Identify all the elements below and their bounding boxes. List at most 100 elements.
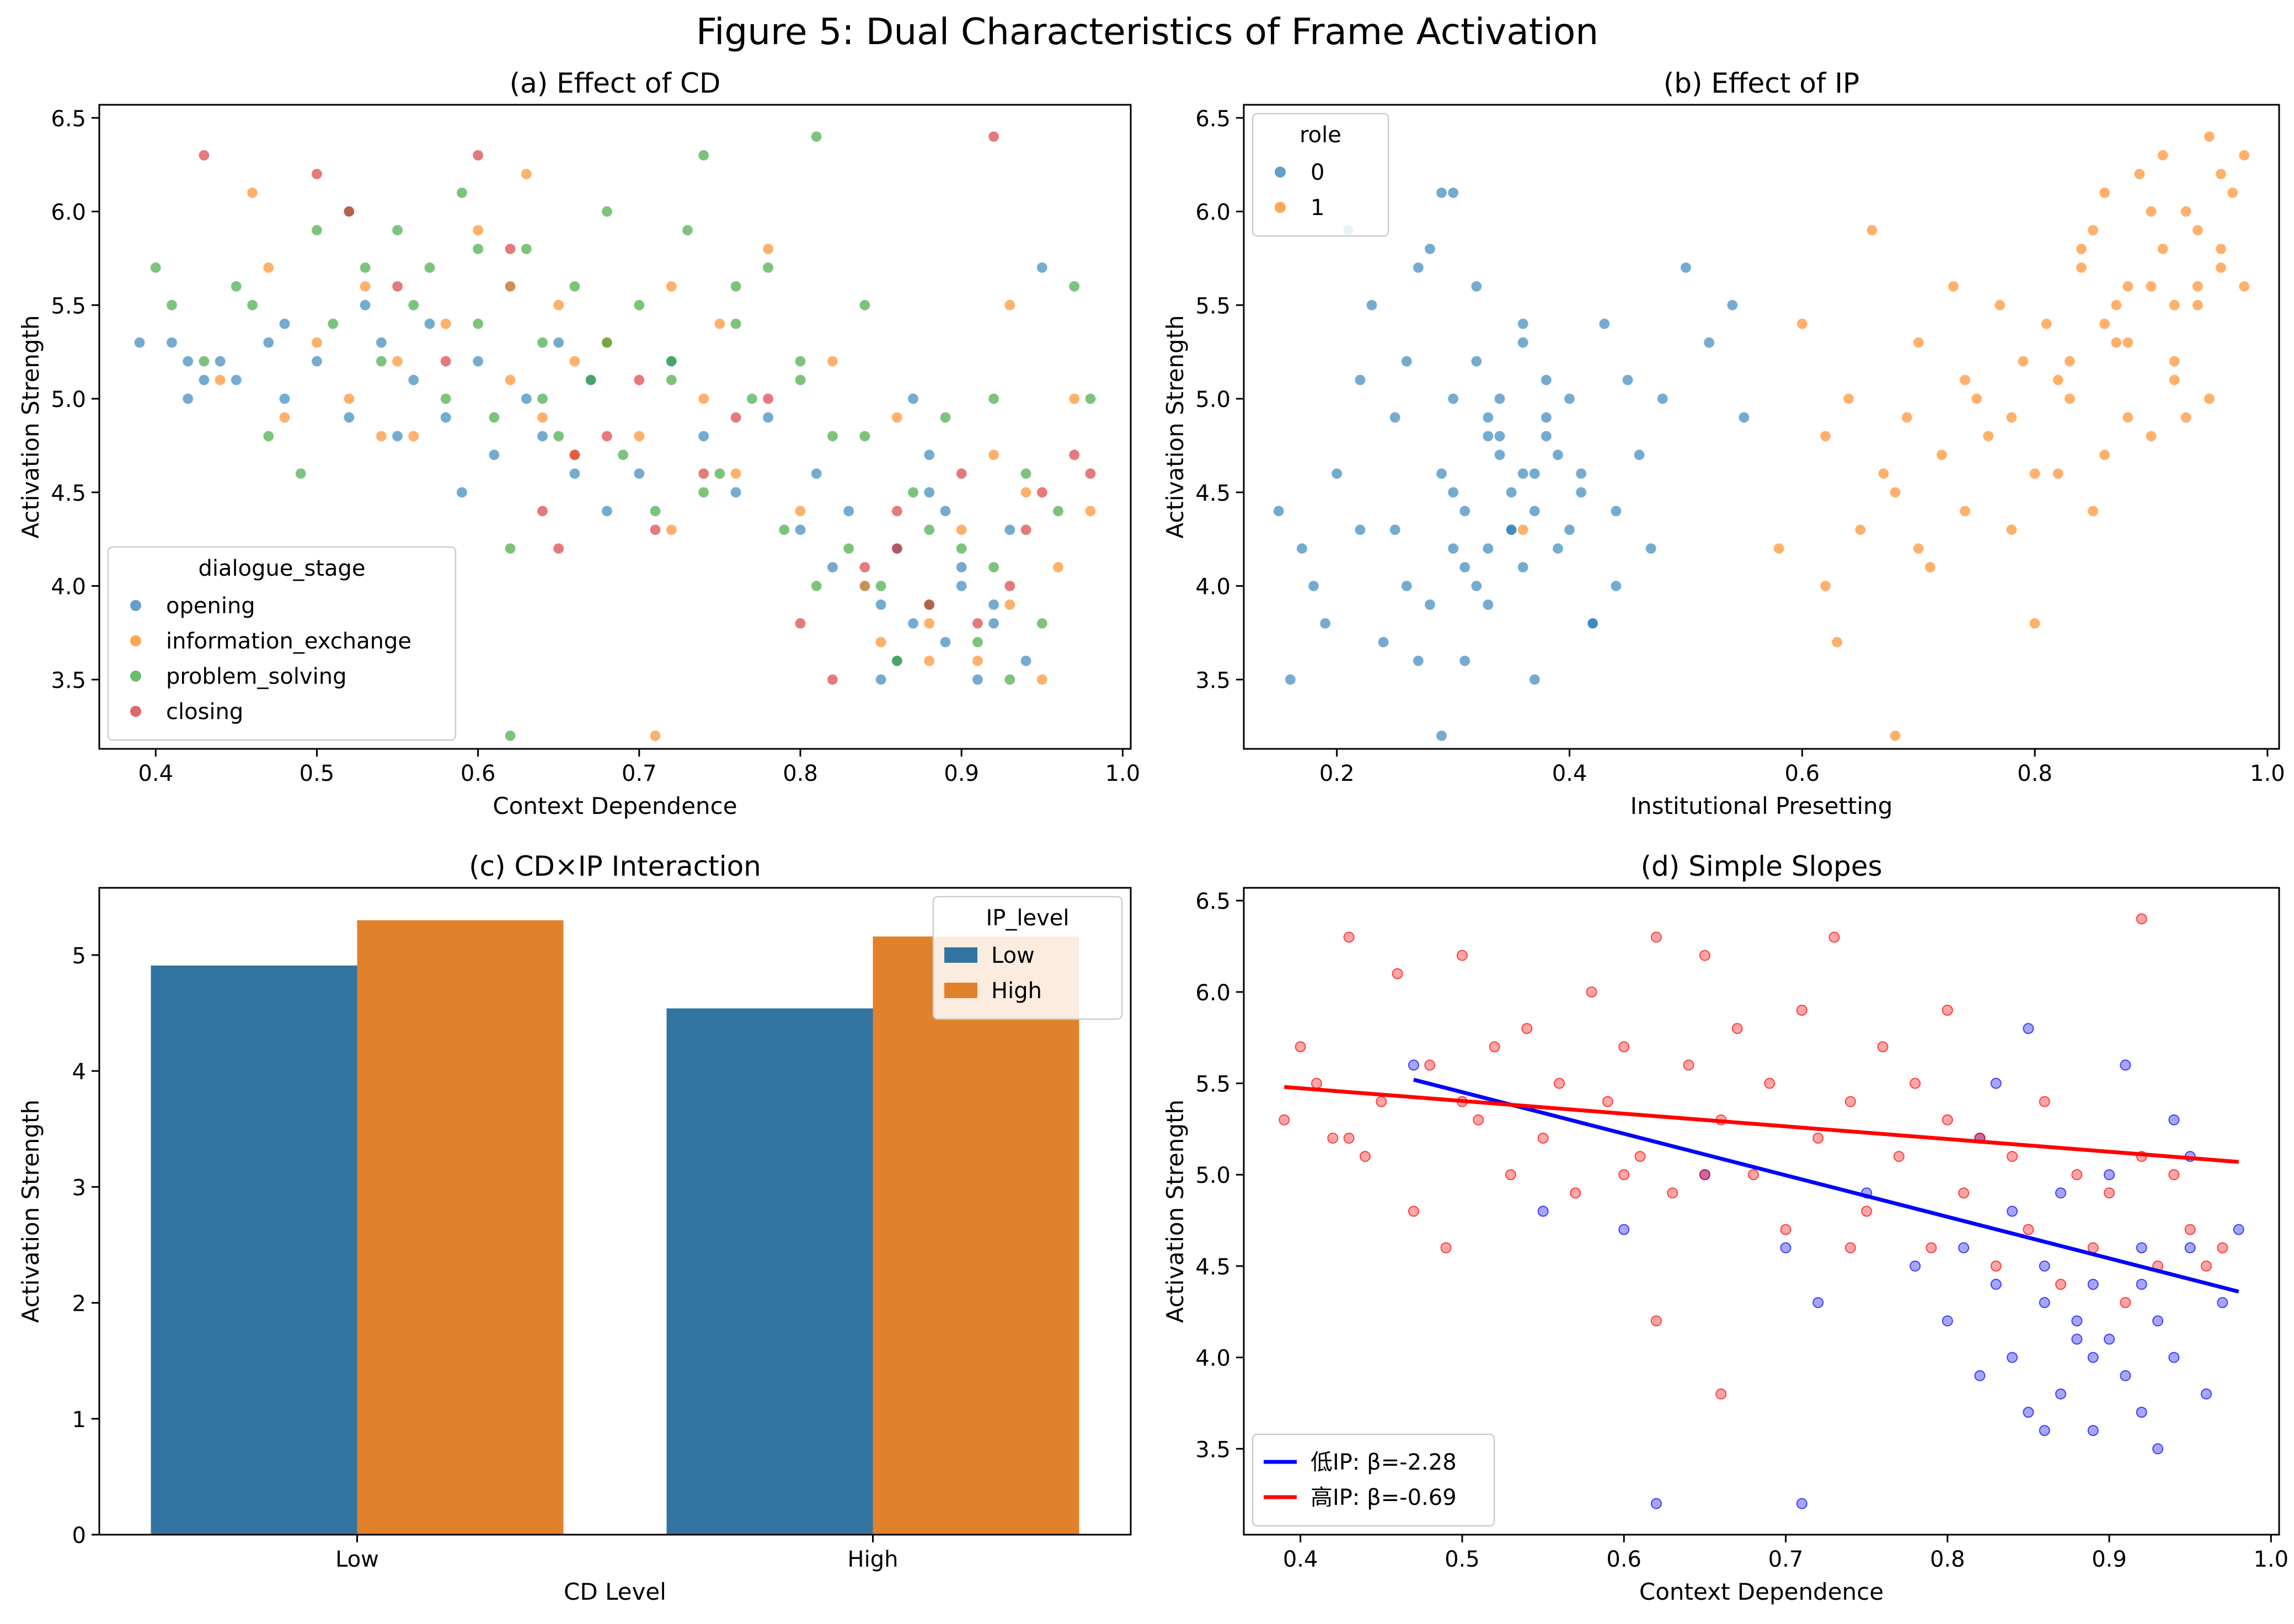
legend-marker [1275,202,1286,213]
legend: 低IP: β=-2.28 高IP: β=-0.69 [1252,1433,1495,1527]
scatter-point [1844,1242,1856,1253]
scatter-point [1408,1059,1419,1071]
scatter-point [1354,523,1366,536]
scatter-point [375,430,388,442]
scatter-point [1889,486,1901,499]
scatter-point [633,299,645,312]
scatter-point [1819,580,1832,592]
scatter-point [214,355,226,367]
scatter-point [1319,617,1332,630]
scatter-point [987,561,1000,574]
scatter-point [311,336,323,349]
scatter-point [2098,449,2111,461]
scatter-point [1552,542,1564,555]
scatter-point [1036,486,1049,499]
legend-label: problem_solving [166,664,346,689]
scatter-point [1284,673,1297,686]
scatter-point [1458,655,1471,667]
scatter-point [697,486,710,499]
legend-box [1252,112,1389,237]
legend-label: opening [166,593,255,619]
scatter-point [891,505,903,517]
scatter-point [2039,1096,2050,1107]
scatter-point [2168,299,2180,312]
scatter-point [1272,505,1285,517]
scatter-point [2098,318,2111,330]
scatter-point [2029,617,2041,630]
scatter-point [2215,168,2227,180]
scatter-point [1893,1151,1905,1162]
x-tick-label: 0.8 [1930,1547,1965,1572]
scatter-point [1683,1059,1694,1071]
scatter-point [1586,617,1599,630]
scatter-point [1521,1023,1533,1035]
scatter-point [842,505,855,517]
scatter-point [165,299,178,312]
scatter-point [2007,1352,2018,1363]
scatter-point [859,561,871,574]
scatter-point [1889,730,1901,742]
scatter-point [2039,1260,2050,1272]
y-axis-label: Activation Strength [17,1100,44,1323]
y-tick-label: 6.0 [1195,980,1231,1006]
scatter-point [1440,1242,1452,1253]
scatter-point [971,636,984,648]
scatter-point [1020,486,1032,499]
scatter-point [601,430,613,442]
scatter-point [198,355,210,367]
scatter-point [536,430,549,442]
legend-box [932,896,1123,1020]
scatter-point [552,430,565,442]
scatter-point [826,430,839,442]
scatter-point [1004,673,1016,686]
scatter-point [343,411,355,424]
scatter-point [520,168,533,180]
legend-marker [1275,167,1286,178]
scatter-point [1634,1151,1646,1162]
scatter-point [1942,1315,1953,1327]
scatter-point [327,318,339,330]
scatter-point [311,168,323,180]
y-tick-label: 5.5 [51,293,86,319]
scatter-point [1731,1023,1743,1035]
scatter-point [1959,505,1971,517]
scatter-point [181,355,194,367]
scatter-point [2039,1297,2050,1309]
scatter-point [2120,1370,2131,1381]
x-tick-label: 0.4 [1552,761,1587,786]
scatter-point [2168,355,2180,367]
scatter-point [1036,673,1049,686]
scatter-point [1947,280,1960,293]
scatter-point [391,355,404,367]
scatter-point [1435,186,1448,199]
scatter-point [1699,1169,1710,1181]
scatter-point [875,598,887,611]
scatter-point [2110,299,2122,312]
scatter-point [440,393,452,405]
scatter-point [859,299,871,312]
scatter-point [1447,186,1459,199]
scatter-point [488,449,500,461]
y-tick-label: 6.0 [1195,200,1231,226]
scatter-point [1958,1187,1970,1199]
bar-low-high [666,1008,873,1535]
scatter-point [987,449,1000,461]
x-axis-label: Context Dependence [1639,1578,1884,1605]
scatter-point [1020,468,1032,480]
scatter-points [1272,130,2250,742]
scatter-point [1343,1132,1355,1144]
x-tick-label: 0.8 [783,761,818,786]
scatter-point [2184,1224,2196,1235]
scatter-point [1296,542,1308,555]
scatter-point [424,261,436,274]
x-tick-label: 0.4 [138,761,173,786]
scatter-point [552,299,565,312]
scatter-point [1517,468,1529,480]
scatter-point [633,430,645,442]
scatter-point [730,468,742,480]
x-tick-label: 0.9 [2092,1547,2127,1572]
scatter-point [1970,393,1983,405]
x-tick-label: 0.6 [1785,761,1820,786]
scatter-point [1878,468,1890,480]
scatter-point [1084,393,1097,405]
